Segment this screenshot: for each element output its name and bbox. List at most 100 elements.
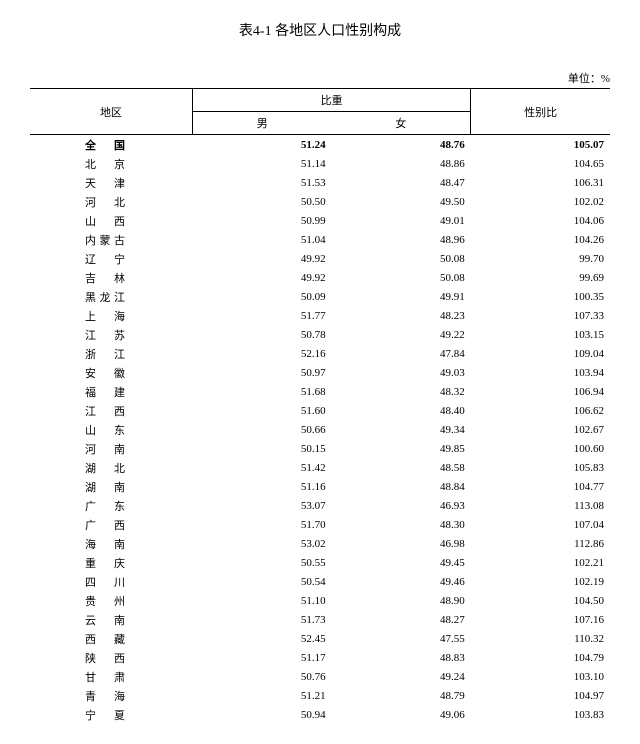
region-cell: 安 徽 bbox=[30, 363, 192, 382]
region-cell: 青 海 bbox=[30, 686, 192, 705]
region-cell: 重 庆 bbox=[30, 553, 192, 572]
female-cell: 50.08 bbox=[332, 268, 471, 287]
male-cell: 50.99 bbox=[192, 211, 331, 230]
female-cell: 48.30 bbox=[332, 515, 471, 534]
male-cell: 51.24 bbox=[192, 135, 331, 155]
ratio-cell: 107.16 bbox=[471, 610, 610, 629]
male-cell: 51.73 bbox=[192, 610, 331, 629]
male-cell: 50.50 bbox=[192, 192, 331, 211]
table-row: 全 国51.2448.76105.07 bbox=[30, 135, 610, 155]
female-cell: 50.08 bbox=[332, 249, 471, 268]
ratio-cell: 102.67 bbox=[471, 420, 610, 439]
ratio-cell: 104.50 bbox=[471, 591, 610, 610]
table-row: 海 南53.0246.98112.86 bbox=[30, 534, 610, 553]
region-cell: 云 南 bbox=[30, 610, 192, 629]
region-cell: 湖 北 bbox=[30, 458, 192, 477]
region-cell: 陕 西 bbox=[30, 648, 192, 667]
female-cell: 48.27 bbox=[332, 610, 471, 629]
table-row: 北 京51.1448.86104.65 bbox=[30, 154, 610, 173]
region-cell: 河 南 bbox=[30, 439, 192, 458]
male-cell: 49.92 bbox=[192, 249, 331, 268]
female-cell: 49.45 bbox=[332, 553, 471, 572]
male-cell: 53.07 bbox=[192, 496, 331, 515]
male-cell: 50.97 bbox=[192, 363, 331, 382]
male-cell: 51.17 bbox=[192, 648, 331, 667]
ratio-cell: 107.04 bbox=[471, 515, 610, 534]
region-cell: 甘 肃 bbox=[30, 667, 192, 686]
female-cell: 48.90 bbox=[332, 591, 471, 610]
female-cell: 48.76 bbox=[332, 135, 471, 155]
ratio-cell: 106.94 bbox=[471, 382, 610, 401]
table-row: 浙 江52.1647.84109.04 bbox=[30, 344, 610, 363]
ratio-cell: 107.33 bbox=[471, 306, 610, 325]
female-cell: 49.46 bbox=[332, 572, 471, 591]
female-cell: 48.86 bbox=[332, 154, 471, 173]
male-cell: 51.04 bbox=[192, 230, 331, 249]
ratio-cell: 104.79 bbox=[471, 648, 610, 667]
female-cell: 49.24 bbox=[332, 667, 471, 686]
ratio-cell: 102.19 bbox=[471, 572, 610, 591]
ratio-cell: 103.83 bbox=[471, 705, 610, 724]
male-cell: 50.78 bbox=[192, 325, 331, 344]
table-row: 山 东50.6649.34102.67 bbox=[30, 420, 610, 439]
table-row: 广 西51.7048.30107.04 bbox=[30, 515, 610, 534]
female-cell: 46.98 bbox=[332, 534, 471, 553]
ratio-cell: 110.32 bbox=[471, 629, 610, 648]
header-female: 女 bbox=[332, 112, 471, 135]
ratio-cell: 105.83 bbox=[471, 458, 610, 477]
male-cell: 51.10 bbox=[192, 591, 331, 610]
male-cell: 51.53 bbox=[192, 173, 331, 192]
female-cell: 49.01 bbox=[332, 211, 471, 230]
ratio-cell: 104.06 bbox=[471, 211, 610, 230]
table-row: 上 海51.7748.23107.33 bbox=[30, 306, 610, 325]
table-row: 贵 州51.1048.90104.50 bbox=[30, 591, 610, 610]
female-cell: 49.34 bbox=[332, 420, 471, 439]
male-cell: 50.76 bbox=[192, 667, 331, 686]
female-cell: 49.85 bbox=[332, 439, 471, 458]
ratio-cell: 112.86 bbox=[471, 534, 610, 553]
table-row: 广 东53.0746.93113.08 bbox=[30, 496, 610, 515]
table-row: 山 西50.9949.01104.06 bbox=[30, 211, 610, 230]
table-row: 西 藏52.4547.55110.32 bbox=[30, 629, 610, 648]
table-row: 四 川50.5449.46102.19 bbox=[30, 572, 610, 591]
male-cell: 51.68 bbox=[192, 382, 331, 401]
male-cell: 51.77 bbox=[192, 306, 331, 325]
ratio-cell: 103.10 bbox=[471, 667, 610, 686]
region-cell: 山 东 bbox=[30, 420, 192, 439]
ratio-cell: 104.26 bbox=[471, 230, 610, 249]
table-row: 辽 宁49.9250.0899.70 bbox=[30, 249, 610, 268]
male-cell: 51.16 bbox=[192, 477, 331, 496]
table-row: 宁 夏50.9449.06103.83 bbox=[30, 705, 610, 724]
female-cell: 48.23 bbox=[332, 306, 471, 325]
table-row: 陕 西51.1748.83104.79 bbox=[30, 648, 610, 667]
female-cell: 49.06 bbox=[332, 705, 471, 724]
table-row: 青 海51.2148.79104.97 bbox=[30, 686, 610, 705]
region-cell: 辽 宁 bbox=[30, 249, 192, 268]
ratio-cell: 106.31 bbox=[471, 173, 610, 192]
male-cell: 50.55 bbox=[192, 553, 331, 572]
table-row: 河 南50.1549.85100.60 bbox=[30, 439, 610, 458]
table-row: 安 徽50.9749.03103.94 bbox=[30, 363, 610, 382]
male-cell: 51.60 bbox=[192, 401, 331, 420]
region-cell: 黑龙江 bbox=[30, 287, 192, 306]
header-proportion: 比重 bbox=[192, 89, 470, 112]
ratio-cell: 106.62 bbox=[471, 401, 610, 420]
female-cell: 48.58 bbox=[332, 458, 471, 477]
female-cell: 49.50 bbox=[332, 192, 471, 211]
ratio-cell: 109.04 bbox=[471, 344, 610, 363]
female-cell: 49.03 bbox=[332, 363, 471, 382]
table-row: 重 庆50.5549.45102.21 bbox=[30, 553, 610, 572]
table-row: 云 南51.7348.27107.16 bbox=[30, 610, 610, 629]
region-cell: 上 海 bbox=[30, 306, 192, 325]
male-cell: 53.02 bbox=[192, 534, 331, 553]
female-cell: 48.40 bbox=[332, 401, 471, 420]
table-row: 江 苏50.7849.22103.15 bbox=[30, 325, 610, 344]
table-header: 地区 比重 性别比 男 女 bbox=[30, 89, 610, 135]
female-cell: 48.47 bbox=[332, 173, 471, 192]
male-cell: 50.66 bbox=[192, 420, 331, 439]
region-cell: 江 苏 bbox=[30, 325, 192, 344]
ratio-cell: 103.94 bbox=[471, 363, 610, 382]
region-cell: 江 西 bbox=[30, 401, 192, 420]
ratio-cell: 100.60 bbox=[471, 439, 610, 458]
female-cell: 48.32 bbox=[332, 382, 471, 401]
